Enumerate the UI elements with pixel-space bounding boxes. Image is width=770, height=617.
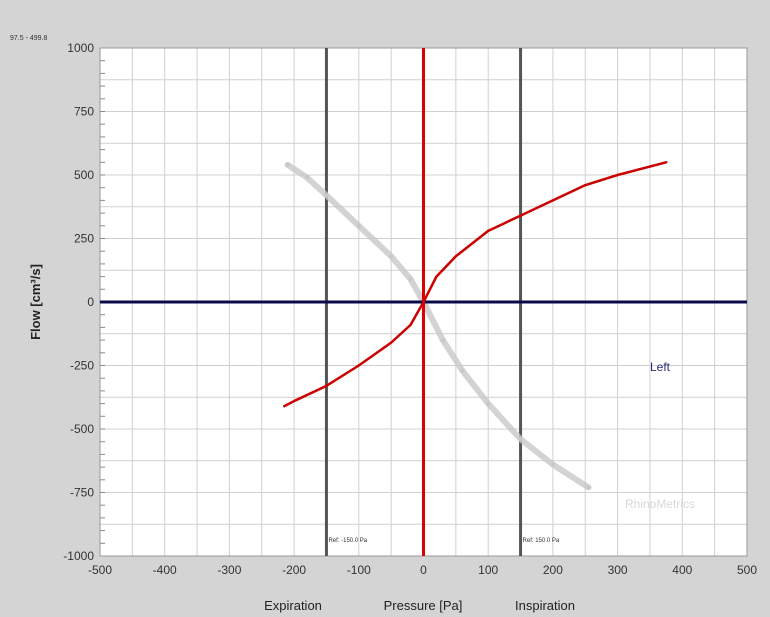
data-point <box>486 401 491 406</box>
data-point <box>325 384 328 388</box>
y-tick-label: 1000 <box>67 41 94 55</box>
x-tick-label: 400 <box>672 563 692 577</box>
data-point <box>389 341 393 344</box>
data-point <box>408 277 413 282</box>
data-point <box>356 223 361 228</box>
y-axis-label: Flow [cm³/s] <box>28 264 43 340</box>
data-point <box>292 399 296 403</box>
y-tick-label: -250 <box>70 359 94 373</box>
zero-axes <box>100 48 747 556</box>
tick-labels: -500 -400 -300 -200 -100 0 100 200 300 400 500-100… <box>63 41 757 577</box>
reference-line-label: Ref: -150.0 Pa <box>328 538 367 544</box>
data-point <box>519 214 522 217</box>
x-tick-label: 200 <box>543 563 563 577</box>
x-tick-label: 300 <box>608 563 628 577</box>
data-point <box>460 368 465 373</box>
x-tick-label: 100 <box>478 563 498 577</box>
y-tick-label: 750 <box>74 105 94 119</box>
x-tick-label: -500 <box>88 563 112 577</box>
x-tick-label: 500 <box>737 563 757 577</box>
x-tick-label: -400 <box>153 563 177 577</box>
y-tick-label: 500 <box>74 168 94 182</box>
y-tick-label: -750 <box>70 486 94 500</box>
x-tick-label: 0 <box>420 563 427 577</box>
expiration-label: Expiration <box>264 598 322 613</box>
data-point <box>283 404 286 408</box>
y-tick-label: -500 <box>70 422 94 436</box>
y-tick-label: 0 <box>87 295 94 309</box>
y-tick-label: 250 <box>74 232 94 246</box>
x-tick-label: -300 <box>217 563 241 577</box>
data-point <box>487 229 490 233</box>
annotation-left: Left <box>650 360 671 374</box>
data-point <box>518 437 523 442</box>
data-point <box>550 462 555 467</box>
top-corner-text: 97.5 - 499.8 <box>10 35 47 42</box>
data-point <box>357 364 360 367</box>
data-point <box>435 275 438 278</box>
data-point <box>551 199 555 202</box>
data-point <box>305 175 310 180</box>
data-point <box>454 255 458 258</box>
data-point <box>389 254 394 259</box>
inspiration-label: Inspiration <box>515 598 575 613</box>
data-point <box>584 183 587 187</box>
data-point <box>440 338 445 343</box>
data-point <box>285 162 290 167</box>
y-tick-label: -1000 <box>63 549 94 563</box>
reference-line-label: Ref: 150.0 Pa <box>523 538 560 544</box>
watermark: RhinoMetrics <box>625 497 695 511</box>
x-tick-label: -100 <box>347 563 371 577</box>
x-axis-label: Pressure [Pa] <box>384 598 463 613</box>
data-point <box>324 193 329 198</box>
data-point <box>616 173 619 177</box>
data-point <box>586 485 591 490</box>
data-point <box>409 323 412 327</box>
data-point <box>664 161 668 164</box>
x-tick-label: -200 <box>282 563 306 577</box>
